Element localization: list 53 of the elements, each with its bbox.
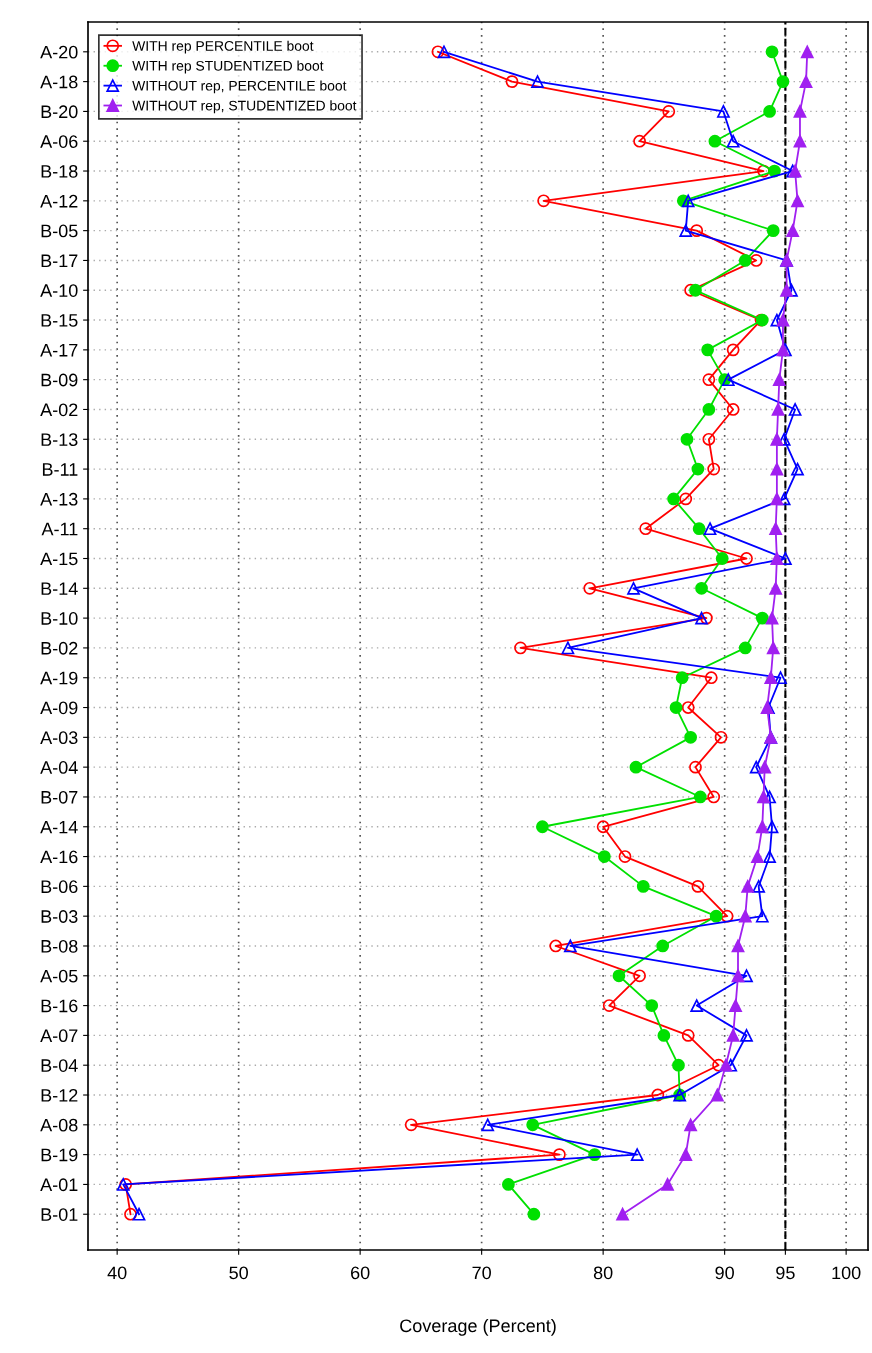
y-tick-label: A-14 bbox=[40, 820, 78, 834]
y-tick-label: A-19 bbox=[40, 671, 78, 685]
y-tick-label: A-09 bbox=[40, 701, 78, 715]
y-tick-label: B-17 bbox=[41, 254, 78, 267]
y-tick-label: B-01 bbox=[41, 1208, 78, 1221]
y-tick-label: A-05 bbox=[40, 969, 78, 983]
y-tick-label: B-11 bbox=[42, 463, 78, 476]
y-tick-label: B-05 bbox=[41, 224, 78, 238]
y-tick-label: B-13 bbox=[41, 433, 78, 446]
legend-label: WITH rep STUDENTIZED boot bbox=[132, 60, 324, 74]
x-tick-label: 40 bbox=[107, 1266, 127, 1280]
y-tick-label: B-10 bbox=[41, 612, 78, 625]
y-tick-label: A-16 bbox=[40, 850, 78, 864]
legend-label: WITHOUT rep, PERCENTILE boot bbox=[132, 80, 347, 94]
y-tick-label: A-20 bbox=[40, 45, 78, 59]
y-tick-label: B-09 bbox=[41, 373, 78, 387]
y-tick-label: B-12 bbox=[41, 1088, 78, 1102]
y-tick-label: A-13 bbox=[40, 492, 78, 506]
y-tick-label: B-15 bbox=[41, 314, 78, 327]
x-tick-label: 80 bbox=[593, 1266, 613, 1280]
y-tick-label: B-18 bbox=[41, 164, 78, 178]
legend-label: WITH rep PERCENTILE boot bbox=[132, 40, 314, 54]
y-tick-label: A-03 bbox=[40, 731, 78, 745]
y-tick-label: A-02 bbox=[40, 403, 78, 417]
y-tick-label: B-07 bbox=[41, 790, 78, 804]
y-tick-label: A-17 bbox=[40, 343, 78, 357]
y-tick-label: A-18 bbox=[40, 75, 78, 89]
x-tick-label: 50 bbox=[229, 1266, 248, 1280]
y-tick-label: B-03 bbox=[41, 910, 78, 923]
y-tick-label: A-07 bbox=[40, 1029, 78, 1043]
x-tick-label: 95 bbox=[776, 1266, 795, 1280]
x-tick-label: 70 bbox=[472, 1266, 491, 1280]
x-tick-label: 100 bbox=[832, 1266, 861, 1280]
y-tick-label: A-01 bbox=[40, 1178, 78, 1192]
y-tick-label: A-15 bbox=[40, 552, 78, 566]
y-tick-label: A-10 bbox=[40, 284, 78, 297]
y-tick-label: B-02 bbox=[41, 641, 78, 655]
y-tick-label: A-08 bbox=[40, 1118, 78, 1132]
x-axis-title: Coverage (Percent) bbox=[400, 1318, 556, 1336]
legend-label: WITHOUT rep, STUDENTIZED boot bbox=[132, 100, 357, 114]
y-tick-label: A-11 bbox=[41, 522, 78, 536]
x-tick-label: 60 bbox=[351, 1266, 370, 1280]
x-tick-label: 90 bbox=[715, 1266, 734, 1280]
y-tick-label: B-19 bbox=[41, 1148, 78, 1162]
y-tick-label: B-20 bbox=[41, 105, 78, 119]
y-tick-label: B-08 bbox=[41, 939, 78, 953]
y-tick-label: A-06 bbox=[40, 135, 78, 148]
y-tick-label: B-04 bbox=[41, 1059, 78, 1072]
y-tick-label: A-12 bbox=[40, 194, 78, 208]
y-tick-label: B-14 bbox=[41, 582, 78, 595]
y-tick-label: B-06 bbox=[41, 880, 78, 894]
y-tick-label: B-16 bbox=[41, 999, 78, 1013]
y-tick-label: A-04 bbox=[40, 761, 78, 774]
